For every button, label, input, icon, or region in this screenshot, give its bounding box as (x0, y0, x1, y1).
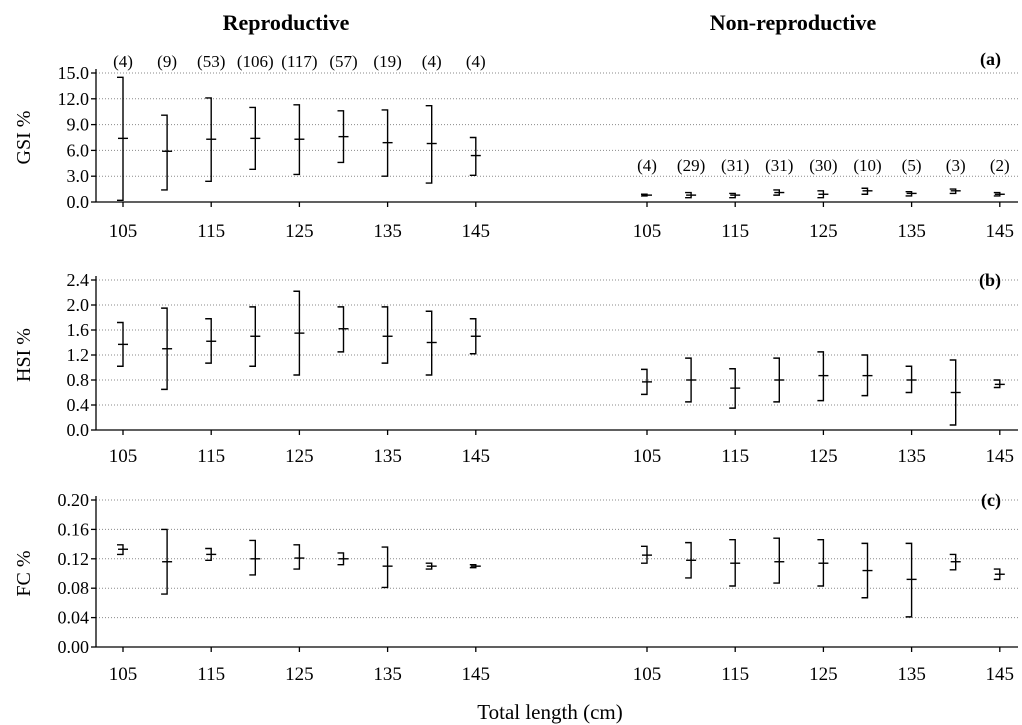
x-tick-label: 135 (373, 664, 402, 685)
y-tick-label: 0.04 (58, 608, 90, 628)
sample-size-label: (3) (946, 156, 966, 175)
x-tick-label: 115 (197, 664, 225, 685)
y-tick-label: 0.12 (58, 549, 90, 569)
sample-size-label: (4) (113, 52, 133, 71)
error-bar (161, 114, 168, 191)
x-tick-label: 135 (897, 446, 926, 467)
error-bar (425, 104, 433, 184)
y-tick-label: 12.0 (58, 89, 90, 109)
y-tick-label: 1.6 (67, 320, 90, 340)
x-tick-label: 125 (285, 664, 314, 685)
x-tick-label: 105 (109, 664, 138, 685)
x-tick-label: 115 (721, 664, 749, 685)
error-bar (249, 539, 256, 576)
y-tick-label: 1.2 (67, 345, 90, 365)
sample-size-label: (4) (422, 52, 442, 71)
y-tick-label: 2.4 (67, 270, 90, 290)
x-tick-label: 125 (809, 221, 838, 242)
y-tick-label: 0.20 (58, 490, 90, 510)
x-tick-label: 135 (373, 446, 402, 467)
sample-size-label: (5) (902, 156, 922, 175)
x-tick-label: 115 (197, 446, 225, 467)
y-axis-title: GSI % (13, 111, 35, 165)
y-tick-label: 0.0 (67, 420, 90, 440)
header-non-reproductive: Non-reproductive (710, 10, 877, 35)
panel-tag: (b) (979, 270, 1001, 291)
x-tick-label: 135 (373, 221, 402, 242)
error-bar (773, 537, 780, 584)
x-tick-label: 135 (897, 221, 926, 242)
error-bar (381, 306, 389, 364)
sample-size-label: (117) (281, 52, 317, 71)
x-tick-label: 145 (986, 446, 1015, 467)
x-tick-label: 105 (633, 221, 662, 242)
sample-size-label: (106) (237, 52, 274, 71)
sample-size-label: (31) (765, 156, 793, 175)
x-tick-label: 125 (809, 664, 838, 685)
x-tick-label: 145 (462, 221, 491, 242)
y-axis-title: HSI % (13, 328, 35, 382)
sample-size-label: (29) (677, 156, 705, 175)
x-tick-label: 115 (721, 446, 749, 467)
header-reproductive: Reproductive (223, 10, 350, 35)
sample-size-label: (10) (853, 156, 881, 175)
x-tick-label: 105 (633, 664, 662, 685)
x-tick-label: 115 (197, 221, 225, 242)
y-tick-label: 9.0 (67, 115, 90, 135)
x-tick-label: 145 (462, 446, 491, 467)
error-bar (469, 136, 477, 177)
x-tick-label: 115 (721, 221, 749, 242)
y-tick-label: 15.0 (58, 63, 90, 83)
sample-size-label: (4) (466, 52, 486, 71)
sample-size-label: (19) (373, 52, 401, 71)
sample-size-label: (31) (721, 156, 749, 175)
panel-tag: (c) (981, 490, 1001, 511)
y-axis-title: FC % (13, 550, 35, 596)
x-tick-label: 125 (809, 446, 838, 467)
y-tick-label: 0.08 (58, 578, 90, 598)
x-tick-label: 135 (897, 664, 926, 685)
x-axis-title: Total length (cm) (477, 700, 622, 724)
y-tick-label: 0.8 (67, 370, 90, 390)
panels-group: 0.0 3.0 6.0 9.0 12.0 15.0 GSI % (a) 105 115 125 135… (13, 49, 1018, 685)
y-tick-label: 0.16 (58, 519, 90, 539)
y-tick-label: 3.0 (67, 166, 90, 186)
y-tick-label: 6.0 (67, 140, 90, 160)
x-tick-label: 105 (633, 446, 662, 467)
sample-size-label: (2) (990, 156, 1010, 175)
y-tick-label: 2.0 (67, 295, 90, 315)
y-tick-label: 0.00 (58, 637, 90, 657)
panel-tag: (a) (980, 49, 1001, 70)
error-bar (381, 546, 389, 589)
x-tick-label: 105 (109, 446, 138, 467)
sample-size-label: (4) (637, 156, 657, 175)
x-tick-label: 105 (109, 221, 138, 242)
x-tick-label: 145 (986, 221, 1015, 242)
panel-2: 0.00 0.04 0.08 0.12 0.16 0.20 FC % (c) 105 115 125… (13, 490, 1018, 685)
sample-size-label: (53) (197, 52, 225, 71)
panel-1: 0.0 0.4 0.8 1.2 1.6 2.0 2.4 HSI % (b) 105 115 125 13… (13, 270, 1018, 467)
sample-size-label: (9) (157, 52, 177, 71)
error-bar (293, 544, 301, 570)
x-tick-label: 145 (462, 664, 491, 685)
panel-0: 0.0 3.0 6.0 9.0 12.0 15.0 GSI % (a) 105 115 125 135… (13, 49, 1018, 242)
x-tick-label: 125 (285, 221, 314, 242)
error-bar (905, 542, 913, 618)
y-tick-label: 0.4 (67, 395, 90, 415)
y-tick-label: 0.0 (67, 192, 90, 212)
sample-size-label: (30) (809, 156, 837, 175)
sample-size-label: (57) (329, 52, 357, 71)
x-tick-label: 145 (986, 664, 1015, 685)
x-tick-label: 125 (285, 446, 314, 467)
